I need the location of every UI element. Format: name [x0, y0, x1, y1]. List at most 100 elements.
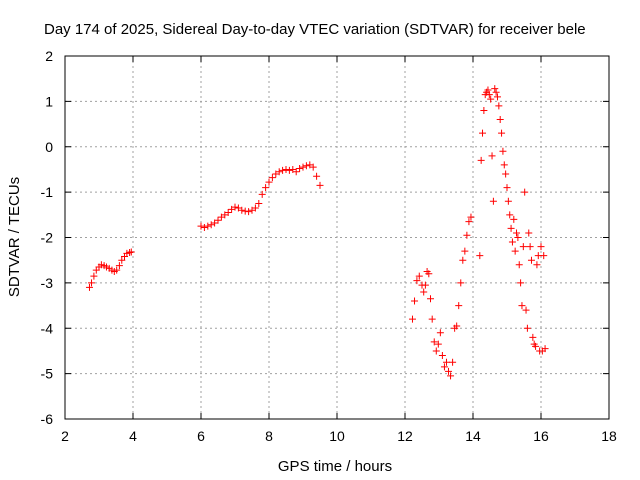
x-tick-label: 16 [533, 428, 549, 444]
data-point [453, 322, 461, 330]
data-point [309, 163, 317, 171]
data-point [479, 129, 487, 137]
data-point [537, 243, 545, 251]
data-point [265, 178, 273, 186]
data-point [316, 181, 324, 189]
y-tick-label: -4 [41, 320, 54, 336]
data-point [500, 161, 508, 169]
series-segment-2 [197, 161, 324, 232]
data-point [292, 168, 300, 176]
data-point [506, 211, 514, 219]
y-tick-label: 2 [45, 48, 53, 64]
data-point [527, 256, 535, 264]
x-tick-label: 4 [129, 428, 137, 444]
data-point [526, 243, 534, 251]
data-point [224, 209, 232, 217]
data-point [238, 206, 246, 214]
data-point [540, 252, 548, 260]
data-point [118, 256, 126, 264]
data-point [442, 358, 450, 366]
data-point [445, 367, 453, 375]
data-point [421, 281, 429, 289]
data-point [251, 204, 259, 212]
data-point [533, 261, 541, 269]
data-point [296, 165, 304, 173]
data-point [204, 222, 212, 230]
y-tick-label: 0 [45, 139, 53, 155]
data-point [432, 347, 440, 355]
data-point [541, 345, 549, 353]
y-tick-label: -3 [41, 275, 54, 291]
data-point [502, 170, 510, 178]
data-point [302, 162, 310, 170]
data-point [214, 216, 222, 224]
data-point [427, 295, 434, 303]
data-point [282, 165, 290, 173]
data-point [449, 358, 457, 366]
data-point [504, 197, 512, 205]
x-tick-label: 6 [197, 428, 205, 444]
data-point [268, 174, 276, 182]
data-point [415, 272, 423, 280]
data-point [434, 340, 442, 348]
data-point [285, 166, 293, 174]
x-tick-label: 14 [465, 428, 481, 444]
data-point [493, 93, 501, 101]
y-tick-label: -5 [41, 366, 54, 382]
data-point [467, 213, 475, 221]
data-point [127, 248, 135, 256]
data-point [90, 272, 98, 280]
data-point [521, 188, 529, 196]
data-point [113, 266, 121, 274]
data-point [420, 288, 428, 296]
data-point [485, 91, 493, 99]
data-point [484, 86, 492, 94]
data-point [513, 229, 521, 237]
x-axis-label: GPS time / hours [278, 458, 392, 475]
data-point [463, 231, 471, 239]
data-point [279, 166, 287, 174]
data-point [492, 88, 500, 96]
data-point [510, 215, 518, 223]
data-point [495, 102, 503, 110]
data-point [476, 252, 484, 260]
data-point [498, 129, 506, 137]
data-point [436, 329, 444, 337]
x-tick-label: 12 [397, 428, 413, 444]
y-tick-label: -6 [41, 411, 54, 427]
data-point [465, 218, 473, 226]
data-point [88, 279, 96, 287]
data-point [231, 203, 239, 211]
data-point [522, 306, 530, 314]
data-point [200, 224, 208, 232]
data-point [258, 190, 266, 198]
data-point [489, 197, 497, 205]
data-point [488, 152, 496, 160]
series-segment-1 [85, 248, 135, 291]
data-point [457, 279, 465, 287]
data-point [299, 163, 307, 171]
y-axis-label: SDTVAR / TECUs [6, 177, 23, 297]
data-point [529, 333, 537, 341]
x-tick-label: 2 [61, 428, 69, 444]
chart-title: Day 174 of 2025, Sidereal Day-to-day VTE… [44, 21, 586, 38]
grid [65, 56, 609, 419]
data-point [430, 338, 438, 346]
data-point [411, 297, 419, 305]
y-tick-label: -2 [41, 230, 54, 246]
data-point [477, 156, 485, 164]
data-point [408, 315, 416, 323]
data-point [508, 238, 516, 246]
data-point [514, 234, 522, 241]
data-point [197, 222, 205, 230]
data-point [525, 229, 533, 237]
data-point [255, 199, 263, 207]
y-tick-label: 1 [45, 93, 53, 109]
x-tick-label: 18 [601, 428, 617, 444]
data-point [518, 302, 526, 310]
data-point [275, 168, 283, 176]
data-point [515, 261, 523, 269]
